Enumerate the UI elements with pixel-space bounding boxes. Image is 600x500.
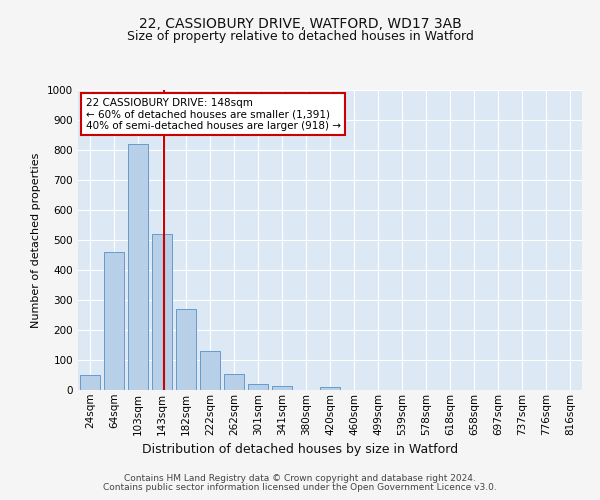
Text: 22 CASSIOBURY DRIVE: 148sqm
← 60% of detached houses are smaller (1,391)
40% of : 22 CASSIOBURY DRIVE: 148sqm ← 60% of det… bbox=[86, 98, 341, 130]
Bar bbox=[248, 384, 268, 390]
Text: Contains HM Land Registry data © Crown copyright and database right 2024.: Contains HM Land Registry data © Crown c… bbox=[124, 474, 476, 483]
Bar bbox=[152, 234, 172, 390]
Text: Distribution of detached houses by size in Watford: Distribution of detached houses by size … bbox=[142, 442, 458, 456]
Bar bbox=[80, 375, 100, 390]
Bar bbox=[104, 252, 124, 390]
Bar bbox=[272, 386, 292, 390]
Bar bbox=[200, 351, 220, 390]
Y-axis label: Number of detached properties: Number of detached properties bbox=[31, 152, 41, 328]
Text: 22, CASSIOBURY DRIVE, WATFORD, WD17 3AB: 22, CASSIOBURY DRIVE, WATFORD, WD17 3AB bbox=[139, 18, 461, 32]
Text: Contains public sector information licensed under the Open Government Licence v3: Contains public sector information licen… bbox=[103, 484, 497, 492]
Bar bbox=[320, 387, 340, 390]
Bar bbox=[176, 309, 196, 390]
Text: Size of property relative to detached houses in Watford: Size of property relative to detached ho… bbox=[127, 30, 473, 43]
Bar bbox=[128, 144, 148, 390]
Bar bbox=[224, 374, 244, 390]
